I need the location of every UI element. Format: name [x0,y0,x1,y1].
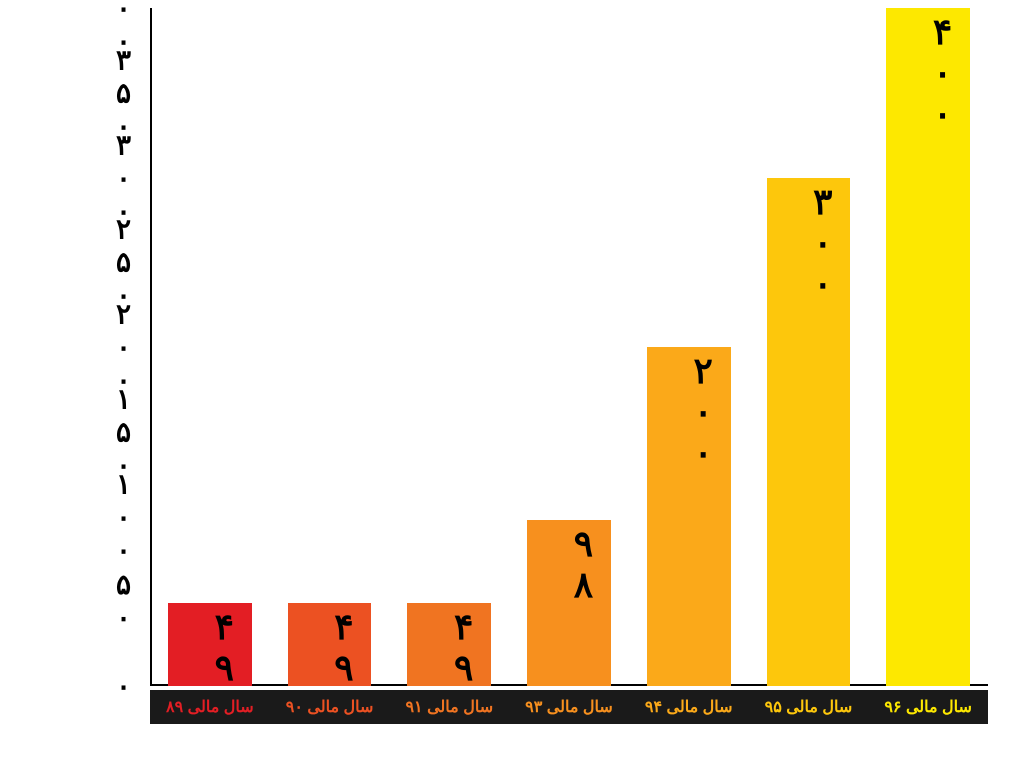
bar: ۴۹ [288,603,372,686]
bar-value-label: ۴۰۰ [922,12,964,135]
y-tick-label: ۰ [107,670,150,703]
x-axis-label: سال مالی ۹۰ [270,690,390,724]
y-tick-label: ۱۵۰ [107,382,150,481]
x-axis-label-strip: سال مالی ۸۹سال مالی ۹۰سال مالی ۹۱سال مال… [150,690,988,724]
bar: ۳۰۰ [767,178,851,687]
bar: ۴۰۰ [886,8,970,686]
y-tick-label: ۵۰ [107,568,150,634]
x-axis-label: سال مالی ۹۱ [389,690,509,724]
x-axis-label: سال مالی ۸۹ [150,690,270,724]
bar-value-label: ۴۹ [204,607,246,689]
x-axis-label: سال مالی ۹۴ [629,690,749,724]
y-tick-label: ۳۰۰ [107,128,150,227]
y-tick-label: ۲۰۰ [107,298,150,397]
bars-container: ۴۹ ۴۹ ۴۹ ۹۸ ۲۰۰ ۳۰۰ ۴۰۰ [150,8,988,686]
bar-value-label: ۴۹ [323,607,365,689]
x-axis-label: سال مالی ۹۶ [868,690,988,724]
bar: ۴۹ [407,603,491,686]
bar-chart: ۴۹۴۹۴۹۹۸۲۰۰۳۰۰۴۰۰ ۰۵۰۱۰۰۱۵۰۲۰۰۲۵۰۳۰۰۳۵۰۴… [0,0,1010,768]
y-tick-label: ۳۵۰ [107,43,150,142]
y-tick-label: ۲۵۰ [107,213,150,312]
bar: ۹۸ [527,520,611,686]
bar-value-label: ۹۸ [563,524,605,606]
y-tick-label: ۱۰۰ [107,467,150,566]
bar-value-label: ۳۰۰ [802,182,844,305]
x-axis-label: سال مالی ۹۵ [749,690,869,724]
bar-value-label: ۲۰۰ [683,351,725,474]
bar: ۲۰۰ [647,347,731,686]
bar-value-label: ۴۹ [443,607,485,689]
y-tick-label: ۴۰۰ [107,0,150,58]
bar: ۴۹ [168,603,252,686]
x-axis-label: سال مالی ۹۳ [509,690,629,724]
plot-area: ۴۹۴۹۴۹۹۸۲۰۰۳۰۰۴۰۰ ۰۵۰۱۰۰۱۵۰۲۰۰۲۵۰۳۰۰۳۵۰۴… [150,8,988,686]
